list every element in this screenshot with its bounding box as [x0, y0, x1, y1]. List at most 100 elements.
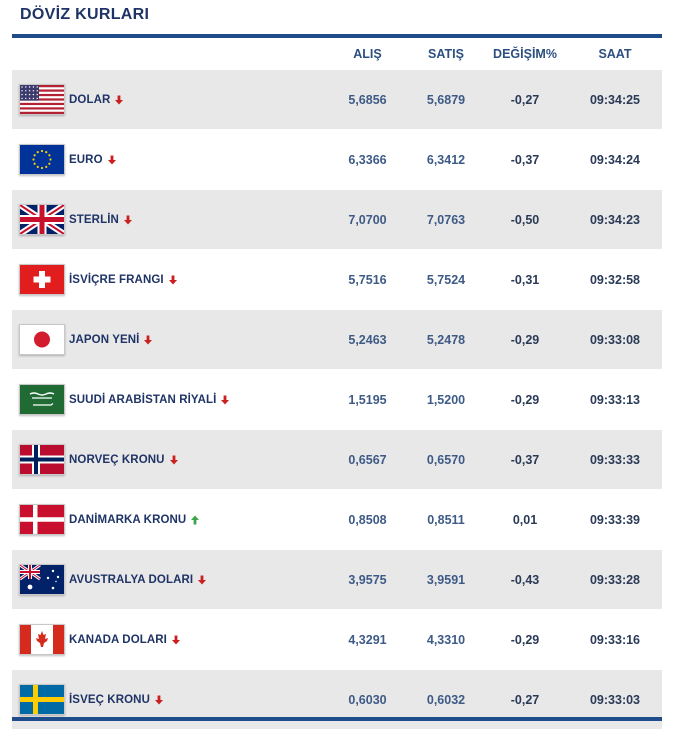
- saat-value: 09:33:16: [589, 632, 641, 647]
- satis-value: 6,3412: [426, 152, 466, 167]
- satis-value: 0,8511: [427, 512, 465, 527]
- arrow-down-icon: [197, 575, 207, 585]
- currency-name[interactable]: İSVİÇRE FRANGI: [69, 273, 164, 286]
- saat-value: 09:33:13: [589, 392, 641, 407]
- alis-value: 0,6030: [348, 692, 387, 707]
- saat-value: 09:33:03: [589, 692, 641, 707]
- degisim-value: -0,29: [510, 392, 540, 407]
- no-flag-icon: [19, 444, 65, 475]
- table-row[interactable]: STERLİN 7,0700 7,0763 -0,50 09:34:23: [12, 189, 662, 249]
- satis-value: 3,9591: [426, 572, 466, 587]
- satis-value: 7,0763: [426, 212, 466, 227]
- table-row[interactable]: DANİMARKA KRONU 0,8508 0,8511 0,01 09:33…: [12, 489, 662, 549]
- degisim-value: -0,27: [510, 692, 540, 707]
- table-row[interactable]: İSVİÇRE FRANGI 5,7516 5,7524 -0,31 09:32…: [12, 249, 662, 309]
- alis-value: 5,6856: [348, 92, 387, 107]
- eu-flag-icon: [19, 144, 65, 175]
- alis-value: 0,6567: [348, 452, 387, 467]
- currency-name[interactable]: DOLAR: [69, 93, 111, 106]
- se-flag-icon: [19, 684, 65, 715]
- degisim-value: -0,31: [510, 272, 540, 287]
- degisim-value: -0,37: [510, 152, 540, 167]
- currency-name[interactable]: EURO: [69, 153, 103, 166]
- satis-value: 5,2478: [426, 332, 466, 347]
- currency-cell: EURO: [12, 144, 325, 175]
- alis-value: 6,3366: [348, 152, 387, 167]
- alis-value: 7,0700: [348, 212, 387, 227]
- currency-cell: DANİMARKA KRONU: [12, 504, 325, 535]
- degisim-value: -0,29: [510, 632, 540, 647]
- currency-name[interactable]: DANİMARKA KRONU: [69, 513, 187, 526]
- alis-value: 1,5195: [348, 392, 387, 407]
- saat-value: 09:33:28: [589, 572, 641, 587]
- arrow-down-icon: [123, 215, 133, 225]
- degisim-value: -0,50: [510, 212, 540, 227]
- alis-value: 5,7516: [348, 272, 387, 287]
- table-row[interactable]: SUUDİ ARABİSTAN RİYALİ 1,5195 1,5200 -0,…: [12, 369, 662, 429]
- arrow-down-icon: [171, 635, 181, 645]
- arrow-down-icon: [143, 335, 153, 345]
- degisim-value: 0,01: [512, 512, 538, 527]
- degisim-value: -0,29: [510, 332, 540, 347]
- alis-value: 3,9575: [348, 572, 387, 587]
- us-flag-icon: [19, 84, 65, 115]
- table-row[interactable]: JAPON YENİ 5,2463 5,2478 -0,29 09:33:08: [12, 309, 662, 369]
- currency-name[interactable]: SUUDİ ARABİSTAN RİYALİ: [69, 393, 217, 406]
- ca-flag-icon: [19, 624, 65, 655]
- saat-value: 09:34:25: [589, 92, 641, 107]
- currency-cell: NORVEÇ KRONU: [12, 444, 325, 475]
- currency-cell: İSVİÇRE FRANGI: [12, 264, 325, 295]
- table-row[interactable]: EURO 6,3366 6,3412 -0,37 09:34:24: [12, 129, 662, 189]
- degisim-value: -0,27: [510, 92, 540, 107]
- currency-name[interactable]: STERLİN: [69, 213, 119, 226]
- header-alis: ALIŞ: [353, 46, 382, 61]
- table-header: ALIŞ SATIŞ DEĞİŞİM% SAAT: [12, 38, 662, 69]
- table-row[interactable]: AVUSTRALYA DOLARI 3,9575 3,9591 -0,43 09…: [12, 549, 662, 609]
- currency-name[interactable]: AVUSTRALYA DOLARI: [69, 573, 194, 586]
- table-row[interactable]: DOLAR 5,6856 5,6879 -0,27 09:34:25: [12, 69, 662, 129]
- saat-value: 09:34:23: [589, 212, 641, 227]
- satis-value: 0,6032: [426, 692, 466, 707]
- arrow-down-icon: [169, 455, 179, 465]
- arrow-down-icon: [220, 395, 230, 405]
- currency-cell: DOLAR: [12, 84, 325, 115]
- header-satis: SATIŞ: [428, 46, 464, 61]
- header-saat: SAAT: [598, 46, 632, 61]
- satis-value: 5,7524: [426, 272, 466, 287]
- degisim-value: -0,37: [510, 452, 540, 467]
- table-body: DOLAR 5,6856 5,6879 -0,27 09:34:25 EURO …: [12, 69, 662, 729]
- jp-flag-icon: [19, 324, 65, 355]
- currency-name[interactable]: JAPON YENİ: [69, 333, 140, 346]
- arrow-down-icon: [114, 95, 124, 105]
- currency-cell: İSVEÇ KRONU: [12, 684, 325, 715]
- satis-value: 4,3310: [426, 632, 466, 647]
- header-degisim: DEĞİŞİM%: [493, 46, 557, 61]
- currency-name[interactable]: İSVEÇ KRONU: [69, 693, 150, 706]
- alis-value: 4,3291: [348, 632, 387, 647]
- table-row[interactable]: NORVEÇ KRONU 0,6567 0,6570 -0,37 09:33:3…: [12, 429, 662, 489]
- arrow-down-icon: [168, 275, 178, 285]
- saat-value: 09:33:33: [589, 452, 641, 467]
- arrow-down-icon: [154, 695, 164, 705]
- sa-flag-icon: [19, 384, 65, 415]
- arrow-up-icon: [190, 515, 200, 525]
- saat-value: 09:34:24: [589, 152, 641, 167]
- page-title: DÖVİZ KURLARI: [20, 6, 150, 23]
- currency-cell: AVUSTRALYA DOLARI: [12, 564, 325, 595]
- au-flag-icon: [19, 564, 65, 595]
- currency-cell: KANADA DOLARI: [12, 624, 325, 655]
- arrow-down-icon: [107, 155, 117, 165]
- currency-name[interactable]: NORVEÇ KRONU: [69, 453, 165, 466]
- satis-value: 1,5200: [426, 392, 466, 407]
- ch-flag-icon: [19, 264, 65, 295]
- table-bottom-border: [12, 717, 662, 721]
- currency-cell: STERLİN: [12, 204, 325, 235]
- degisim-value: -0,43: [510, 572, 540, 587]
- satis-value: 5,6879: [426, 92, 466, 107]
- alis-value: 0,8508: [348, 512, 387, 527]
- table-row[interactable]: KANADA DOLARI 4,3291 4,3310 -0,29 09:33:…: [12, 609, 662, 669]
- alis-value: 5,2463: [348, 332, 387, 347]
- currency-table: ALIŞ SATIŞ DEĞİŞİM% SAAT DOLAR 5,6856 5,…: [12, 34, 662, 729]
- uk-flag-icon: [19, 204, 65, 235]
- currency-name[interactable]: KANADA DOLARI: [69, 633, 167, 646]
